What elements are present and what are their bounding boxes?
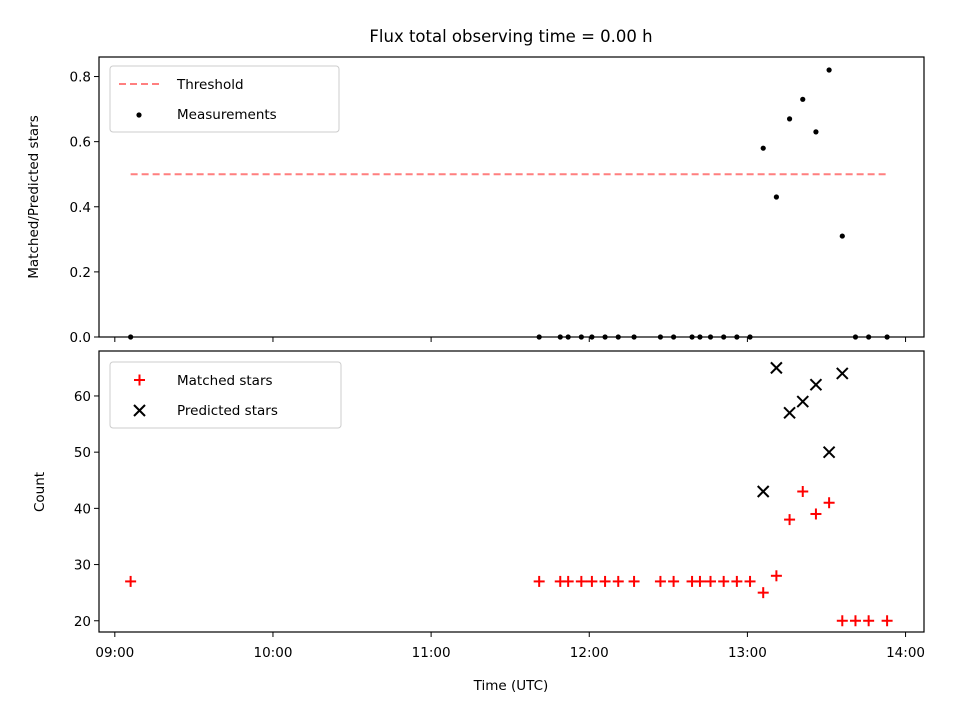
measurement-point <box>747 334 753 340</box>
top-panel: 0.00.20.40.60.8 Matched/Predicted stars … <box>26 56 925 346</box>
measurement-point <box>689 334 695 340</box>
matched-star-point <box>718 575 730 587</box>
chart-title: Flux total observing time = 0.00 h <box>369 27 652 46</box>
matched-star-point <box>797 486 809 497</box>
matched-star-point <box>668 575 680 587</box>
measurement-point <box>602 334 608 340</box>
matched-star-point <box>823 497 835 509</box>
measurement-point <box>734 334 740 340</box>
legend-measurements-swatch <box>136 112 142 118</box>
matched-star-point <box>575 575 587 587</box>
top-y-axis-label: Matched/Predicted stars <box>26 115 42 278</box>
matched-star-point <box>628 575 640 587</box>
matched-star-point <box>810 508 822 520</box>
predicted-star-point <box>770 361 783 375</box>
measurement-point <box>589 334 595 340</box>
predicted-star-point <box>783 406 796 420</box>
top-y-tick-label: 0.2 <box>70 265 91 281</box>
top-legend: Threshold Measurements <box>109 65 340 133</box>
predicted-star-point <box>809 378 823 391</box>
matched-star-point <box>562 575 574 587</box>
measurement-point <box>852 334 859 340</box>
bottom-y-ticks: 20 30 40 50 60 <box>74 389 99 630</box>
measurement-point <box>671 334 677 340</box>
legend-predicted-label: Predicted stars <box>177 403 278 419</box>
bottom-y-tick-label: 30 <box>74 558 91 574</box>
matched-star-point <box>731 575 743 587</box>
measurement-point <box>578 334 584 340</box>
bottom-y-tick-label: 20 <box>74 614 91 630</box>
measurement-points <box>128 67 890 340</box>
x-tick-label: 11:00 <box>412 645 451 661</box>
legend-matched-label: Matched stars <box>177 373 273 389</box>
measurement-point <box>813 129 819 135</box>
legend-matched-swatch <box>134 374 145 386</box>
matched-star-point <box>599 575 611 587</box>
measurement-point <box>536 334 542 340</box>
matched-star-point <box>784 514 796 526</box>
count-points <box>125 361 893 627</box>
bottom-legend: Matched stars Predicted stars <box>109 361 342 429</box>
bottom-y-tick-label: 50 <box>74 445 91 461</box>
matched-star-point <box>744 575 756 587</box>
bottom-y-tick-label: 40 <box>74 501 91 517</box>
x-tick-label: 09:00 <box>95 645 134 661</box>
bottom-y-tick-label: 60 <box>74 389 91 405</box>
matched-star-point <box>757 587 769 599</box>
top-y-ticks: 0.0 0.2 0.4 0.6 0.8 <box>70 70 99 346</box>
top-y-tick-label: 0.0 <box>70 330 91 346</box>
measurement-point <box>557 334 563 340</box>
measurement-point <box>615 334 621 340</box>
matched-star-point <box>125 575 137 587</box>
measurement-point <box>760 145 766 151</box>
top-y-tick-label: 0.4 <box>70 200 91 216</box>
matched-star-point <box>694 575 706 587</box>
matched-star-point <box>863 615 875 627</box>
matched-star-point <box>705 575 717 587</box>
top-legend-box <box>109 65 340 133</box>
matched-star-point <box>881 615 893 627</box>
bottom-legend-box <box>109 361 342 429</box>
matched-star-point <box>836 615 848 627</box>
bottom-y-axis-label: Count <box>32 472 48 512</box>
measurement-point <box>826 67 832 73</box>
measurement-point <box>866 334 872 340</box>
measurement-point <box>884 334 890 340</box>
measurement-point <box>128 334 134 340</box>
measurement-point <box>697 334 703 340</box>
matched-star-point <box>586 575 598 587</box>
top-x-ticks <box>114 337 907 342</box>
legend-measurements-label: Measurements <box>177 107 277 123</box>
predicted-star-point <box>822 445 836 459</box>
top-y-tick-label: 0.6 <box>70 135 91 151</box>
measurement-point <box>773 194 779 200</box>
measurement-point <box>565 334 571 340</box>
measurement-point <box>721 334 727 340</box>
predicted-star-point <box>836 367 849 380</box>
matched-star-point <box>533 575 545 587</box>
x-tick-label: 13:00 <box>728 645 767 661</box>
matched-star-point <box>654 575 666 587</box>
x-axis-label: Time (UTC) <box>473 678 549 694</box>
matched-star-point <box>770 570 782 582</box>
legend-predicted-swatch <box>133 404 146 417</box>
measurement-point <box>631 334 637 340</box>
measurement-point <box>839 233 845 239</box>
predicted-star-point <box>796 395 809 408</box>
measurement-point <box>786 116 793 122</box>
predicted-star-point <box>757 485 770 498</box>
x-tick-label: 10:00 <box>254 645 293 661</box>
x-tick-label: 14:00 <box>886 645 925 661</box>
x-tick-label: 12:00 <box>570 645 609 661</box>
legend-threshold-label: Threshold <box>176 77 244 93</box>
matched-star-point <box>849 615 861 627</box>
top-y-tick-label: 0.8 <box>70 70 91 86</box>
matched-star-point <box>612 575 624 587</box>
bottom-x-ticks: 09:00 10:00 11:00 12:00 13:00 14:00 <box>95 632 925 661</box>
bottom-panel: 20 30 40 50 60 09:00 10:00 11:00 12:00 13:00 14:0… <box>32 350 925 694</box>
measurement-point <box>707 334 714 340</box>
measurement-point <box>800 96 806 102</box>
measurement-point <box>657 334 664 340</box>
